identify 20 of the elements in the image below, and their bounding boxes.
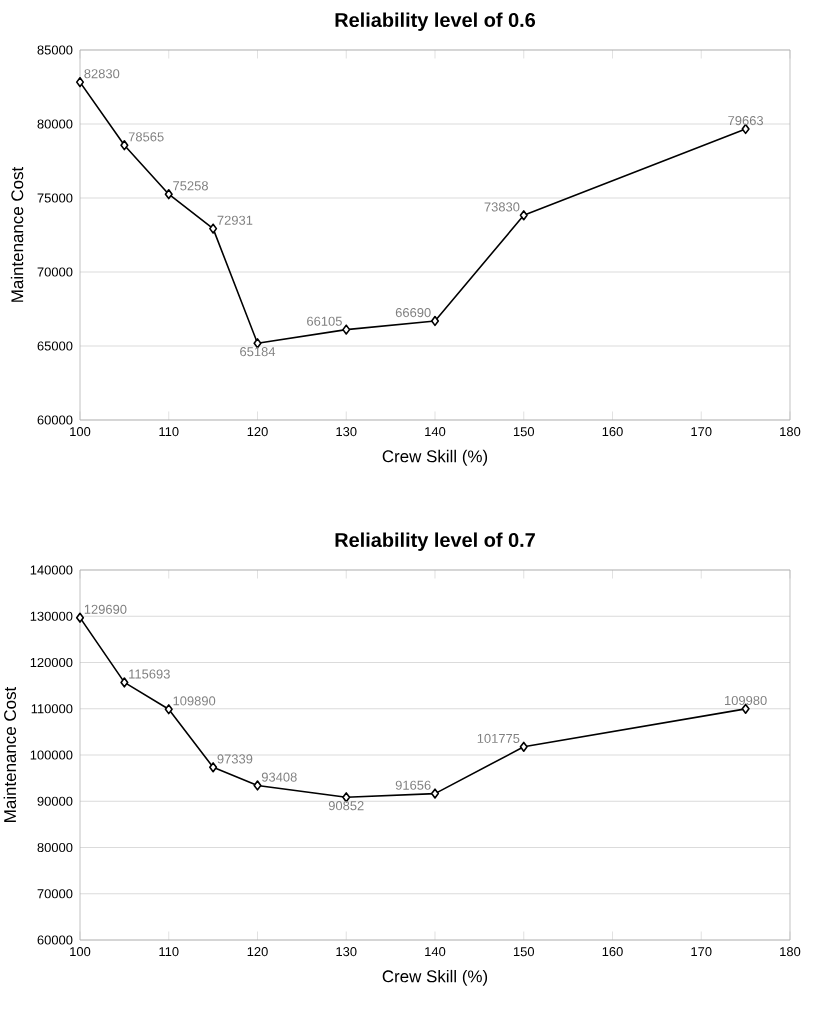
y-axis-title: Maintenance Cost bbox=[3, 686, 17, 822]
point bbox=[253, 780, 262, 791]
point bbox=[209, 223, 218, 234]
point bbox=[120, 677, 129, 688]
chart-title: Reliability level of 0.6 bbox=[335, 12, 536, 31]
point bbox=[75, 612, 85, 623]
point bbox=[75, 76, 85, 88]
point bbox=[209, 762, 218, 773]
point bbox=[164, 704, 173, 715]
point bbox=[519, 741, 528, 752]
x-axis-title: Crew Skill (%) bbox=[382, 449, 488, 466]
point bbox=[519, 210, 528, 221]
y-axis-title: Maintenance Cost bbox=[10, 166, 24, 302]
point bbox=[430, 788, 440, 799]
point bbox=[120, 140, 129, 151]
point bbox=[164, 188, 173, 200]
point bbox=[342, 324, 351, 335]
point bbox=[430, 315, 440, 327]
x-axis-title: Crew Skill (%) bbox=[382, 969, 488, 986]
chart-title: Reliability level of 0.7 bbox=[335, 532, 535, 551]
